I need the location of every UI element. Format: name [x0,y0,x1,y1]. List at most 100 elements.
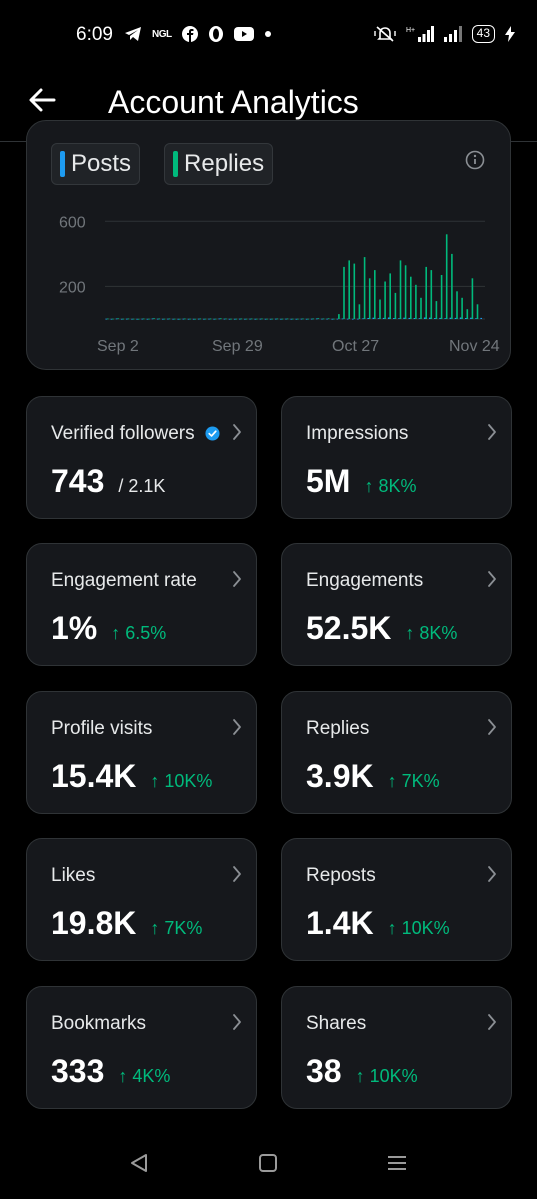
bar-replies [476,304,479,319]
stat-value: 1% [51,610,98,646]
stat-card-engagement-rate[interactable]: Engagement rate 1% ↑ 6.5% [26,543,257,666]
stat-delta: ↑ 8K% [405,623,458,643]
bar-replies [137,318,140,320]
bar-posts [387,317,390,319]
bar-replies [245,318,248,320]
battery-level: 43 [471,25,495,43]
stat-delta: ↑ 7K% [150,918,203,938]
bar-replies [261,318,263,320]
bar-replies [456,291,458,319]
y-tick-label: 200 [59,279,86,296]
info-icon[interactable] [464,149,486,171]
bar-posts [141,318,143,320]
bar-posts [341,318,344,320]
stat-card-impressions[interactable]: Impressions 5M ↑ 8K% [281,396,512,519]
bar-posts [285,318,287,320]
stat-delta: ↑ 4K% [118,1066,171,1086]
bar-replies [399,260,402,319]
bar-replies [425,266,427,319]
bar-replies [117,318,119,320]
stat-card-engagements[interactable]: Engagements 52.5K ↑ 8K% [281,543,512,666]
opera-icon [208,26,223,42]
stat-value-row: 1% ↑ 6.5% [51,610,166,647]
stat-card-likes[interactable]: Likes 19.8K ↑ 7K% [26,838,257,961]
stat-value-row: 5M ↑ 8K% [306,463,416,500]
stat-value: 5M [306,463,351,499]
stat-label: Impressions [306,423,409,444]
stat-card-replies[interactable]: Replies 3.9K ↑ 7K% [281,691,512,814]
bar-replies [430,270,433,319]
bar-replies [286,318,289,320]
bar-posts [300,318,303,320]
bar-posts [136,318,138,320]
bar-replies [163,318,166,320]
bar-posts [167,318,169,320]
bar-posts [280,318,282,320]
stat-value: 743 [51,463,105,499]
bar-posts [459,317,462,319]
bar-posts [362,318,364,320]
stat-label: Verified followers [51,423,195,444]
stat-card-bookmarks[interactable]: Bookmarks 333 ↑ 4K% [26,986,257,1109]
bar-replies [302,318,304,320]
stat-value: 333 [51,1053,105,1089]
bar-posts [264,318,267,320]
bar-replies [353,263,356,319]
bar-replies [332,318,335,320]
bar-posts [126,318,128,320]
bar-replies [307,318,309,320]
stat-delta: ↑ 8K% [364,476,417,496]
stat-value: 15.4K [51,758,137,794]
bar-posts [254,318,256,320]
bar-replies [168,318,171,320]
recents-menu-icon[interactable] [383,1149,411,1177]
stat-value-row: 1.4K ↑ 10K% [306,905,450,942]
bar-posts [203,318,205,320]
bar-replies [230,318,232,320]
back-triangle-icon[interactable] [126,1149,154,1177]
bar-replies [132,318,135,320]
bar-replies [107,318,109,320]
bar-posts [146,318,149,320]
bar-posts [208,318,210,320]
bar-replies [209,318,212,320]
stat-card-verified-followers[interactable]: Verified followers 743 / 2.1K [26,396,257,519]
chevron-right-icon [233,719,241,735]
bar-posts [110,318,113,320]
stat-value-row: 743 / 2.1K [51,463,165,500]
bar-replies [204,318,207,320]
notification-icons: NGL [124,26,272,42]
home-square-icon[interactable] [254,1149,282,1177]
stat-card-shares[interactable]: Shares 38 ↑ 10K% [281,986,512,1109]
verified-badge-icon [205,426,220,441]
bar-replies [471,278,474,319]
stat-label: Engagement rate [51,570,197,591]
legend-posts[interactable]: Posts [51,143,141,185]
bar-replies [389,273,391,319]
bar-posts [470,317,472,319]
chevron-right-icon [488,1014,496,1030]
bar-replies [312,318,314,320]
bar-replies [410,276,412,319]
bar-posts [480,317,482,319]
system-nav-bar [0,1129,537,1199]
bar-replies [214,318,217,320]
ngl-icon: NGL [152,28,172,40]
bar-replies [379,299,381,319]
stat-card-reposts[interactable]: Reposts 1.4K ↑ 10K% [281,838,512,961]
chevron-right-icon [233,866,241,882]
legend-replies[interactable]: Replies [164,143,274,185]
back-arrow-icon[interactable] [26,84,58,116]
bar-posts [244,318,246,320]
bar-replies [122,318,124,320]
mute-vibrate-icon [373,26,396,42]
bar-posts [213,318,215,320]
bar-replies [276,318,279,320]
stat-card-profile-visits[interactable]: Profile visits 15.4K ↑ 10K% [26,691,257,814]
bar-replies [184,318,186,320]
stat-total: / 2.1K [118,476,166,496]
bar-replies [235,318,237,320]
stat-label: Engagements [306,570,424,591]
bar-posts [413,318,416,319]
bar-replies [404,265,407,319]
